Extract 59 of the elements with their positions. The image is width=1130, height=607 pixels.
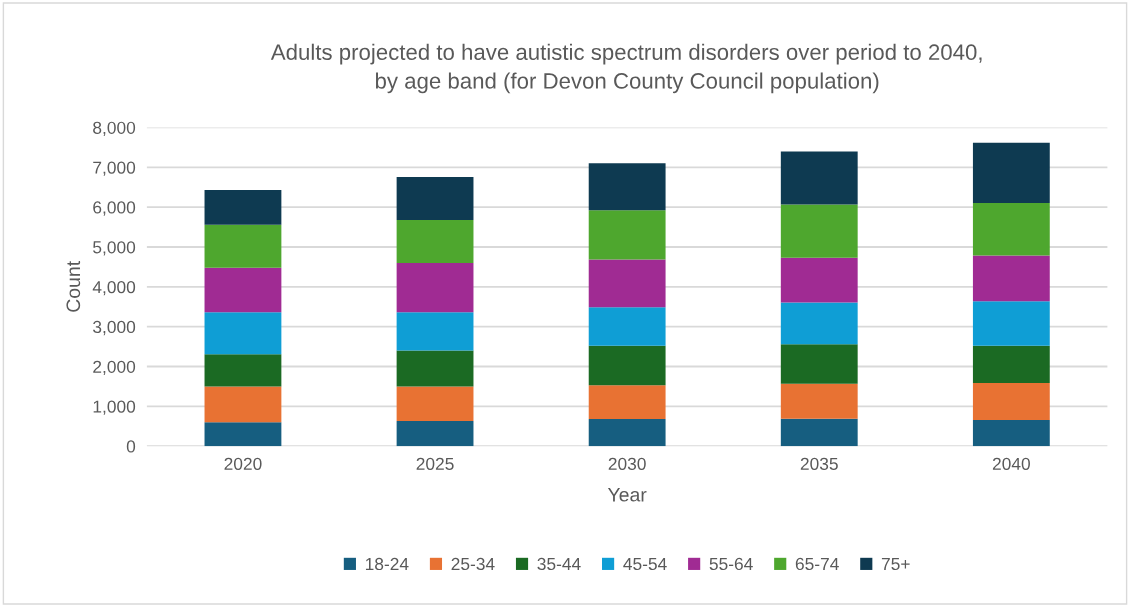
y-tick-label: 8,000 <box>93 121 136 136</box>
bar <box>780 344 858 384</box>
bar <box>780 151 858 205</box>
bar <box>972 301 1050 346</box>
x-tick-label: 2030 <box>608 457 646 471</box>
bar <box>780 302 858 345</box>
chart-title: Adults projected to have autistic spectrum disorders over period to 2040, by age band (for Devon County Council population) <box>270 43 982 94</box>
x-tick-label: 2040 <box>992 457 1030 471</box>
bar <box>588 385 666 420</box>
bar <box>204 267 282 313</box>
bar <box>588 345 666 386</box>
y-tick-label: 3,000 <box>93 320 136 336</box>
bar <box>972 202 1050 256</box>
bar <box>204 190 282 225</box>
legend-label: 65-74 <box>795 557 839 571</box>
bar <box>204 354 282 387</box>
legend-label: 35-44 <box>537 557 581 571</box>
bar <box>396 421 474 447</box>
bar <box>204 422 282 447</box>
bar <box>396 219 474 264</box>
bar <box>972 142 1050 203</box>
y-tick-label: 5,000 <box>93 241 136 256</box>
bar <box>588 307 666 346</box>
x-tick-label: 2035 <box>800 457 838 471</box>
bar <box>396 350 474 387</box>
bar <box>588 419 666 447</box>
bar <box>588 259 666 308</box>
y-tick-label: 4,000 <box>92 280 136 296</box>
bar <box>780 418 858 447</box>
legend-label: 45-54 <box>623 558 667 571</box>
bar <box>780 204 858 258</box>
bar <box>588 163 666 211</box>
legend-label: 55-64 <box>709 557 753 571</box>
x-axis-title: Year <box>607 488 647 502</box>
y-tick-label: 1,000 <box>93 400 136 415</box>
bar <box>204 386 282 423</box>
y-tick-label: 2,000 <box>93 360 136 375</box>
bar <box>972 420 1050 447</box>
legend-label: 75+ <box>881 558 910 571</box>
legend-label: 18-24 <box>365 557 409 571</box>
bar <box>780 257 858 303</box>
bar <box>780 383 858 419</box>
y-tick-label: 7,000 <box>93 161 136 176</box>
bar <box>396 263 474 313</box>
bar <box>204 312 282 355</box>
bar <box>396 386 474 422</box>
bar <box>588 210 666 260</box>
y-tick-label: 6,000 <box>93 201 136 216</box>
bar <box>972 345 1050 384</box>
y-axis-title: Count <box>66 261 81 312</box>
bar <box>972 383 1050 421</box>
x-tick-label: 2025 <box>416 457 454 471</box>
bar <box>972 255 1050 302</box>
legend-label: 25-34 <box>451 557 495 571</box>
y-tick-label: 0 <box>126 440 136 453</box>
bar <box>204 224 282 268</box>
bar <box>396 177 474 220</box>
bar <box>396 312 474 351</box>
x-tick-label: 2020 <box>224 457 262 471</box>
